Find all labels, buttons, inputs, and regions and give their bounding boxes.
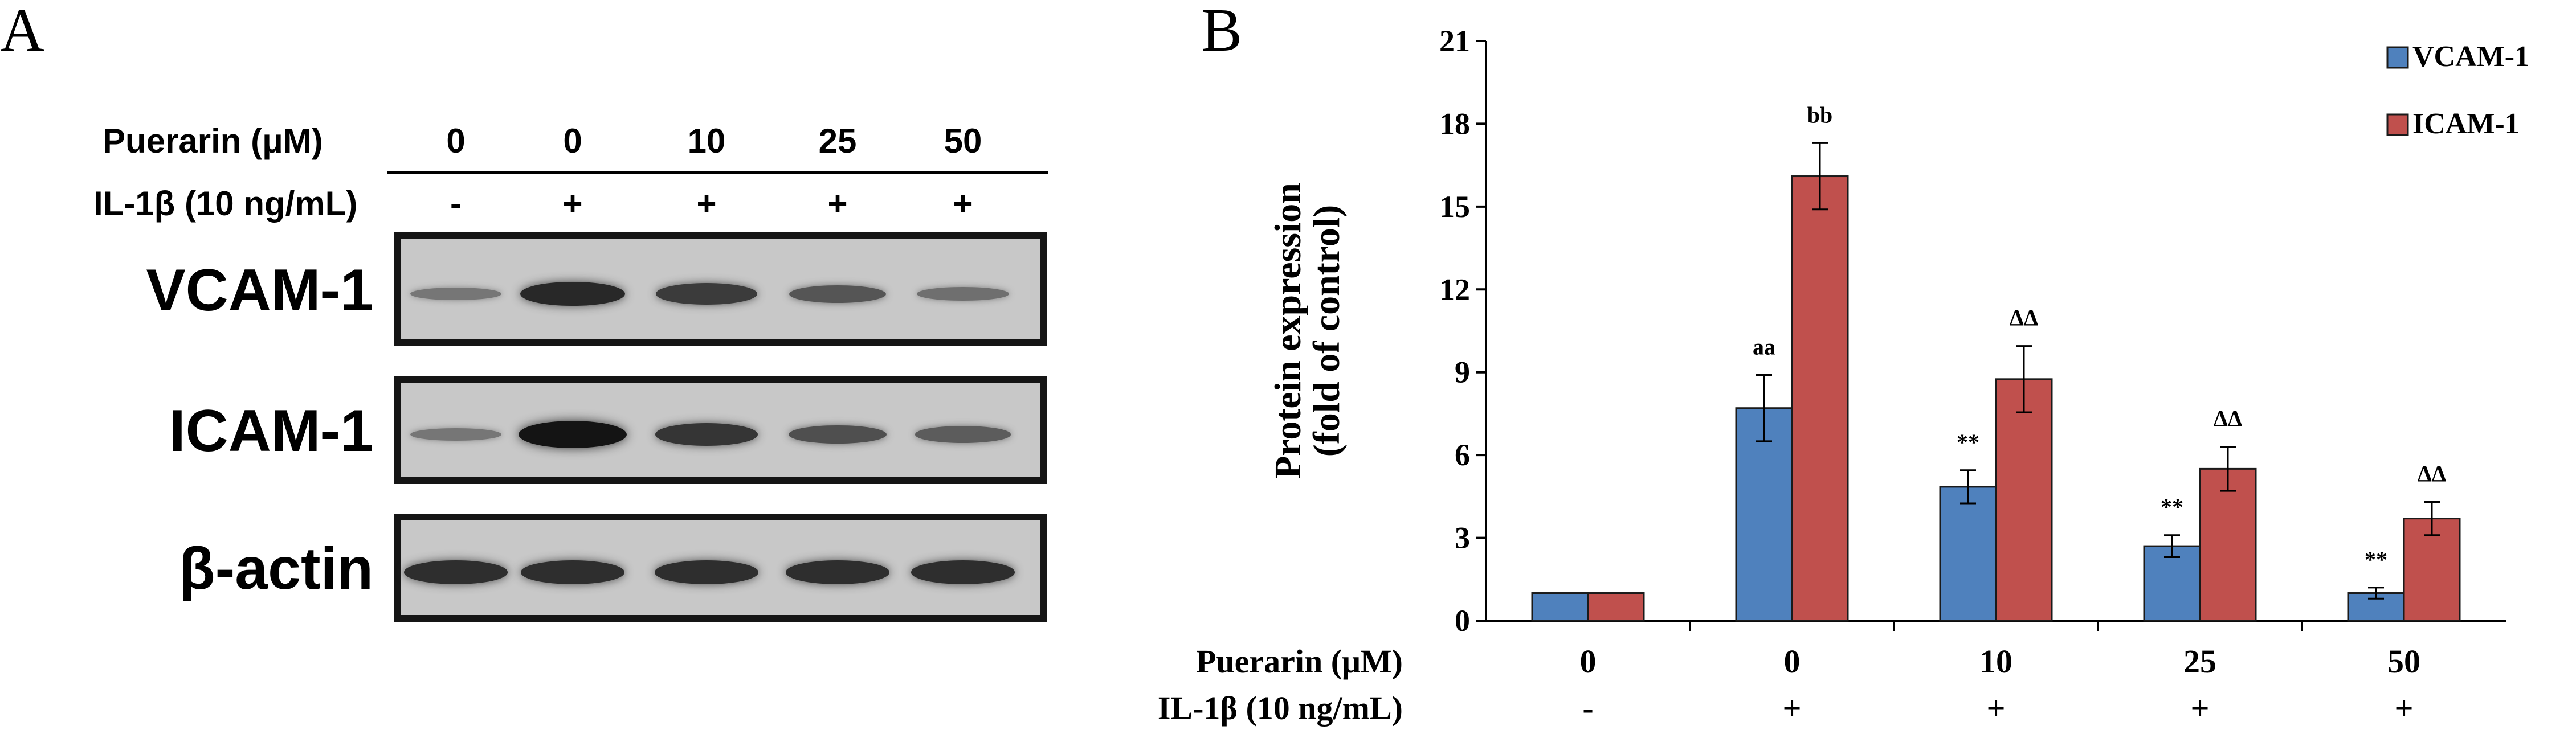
blot-band-2-lane-5 (915, 426, 1011, 443)
header-divider (387, 171, 1048, 174)
blot-box-3 (394, 514, 1047, 622)
blot-band-3-lane-4 (786, 560, 889, 584)
legend-swatch-icam-1 (2386, 113, 2409, 136)
significance-mark: aa (1753, 334, 1775, 360)
y-tick-label: 12 (1439, 272, 1470, 306)
legend-label-icam-1: ICAM-1 (2412, 108, 2520, 140)
x-puerarin-value: 50 (2387, 643, 2420, 680)
blot-band-3-lane-2 (521, 560, 624, 584)
il1b-value-lane-3: + (696, 184, 717, 223)
blot-band-1-lane-1 (410, 287, 501, 301)
bar-vcam-1-3 (1939, 486, 1997, 622)
y-tick-label: 0 (1455, 604, 1470, 638)
significance-mark: ** (1957, 429, 1979, 455)
x-il1b-value: + (1782, 690, 1801, 727)
blot-label-1: VCAM-1 (146, 257, 373, 323)
significance-mark: ΔΔ (2214, 406, 2242, 432)
blot-band-1-lane-5 (917, 286, 1009, 301)
legend-swatch-vcam-1 (2386, 46, 2409, 69)
blot-band-2-lane-3 (655, 423, 758, 446)
il1b-value-lane-5: + (953, 184, 973, 223)
y-tick-label: 15 (1439, 190, 1470, 224)
bar-icam-1-4 (2199, 467, 2257, 622)
blot-box-2 (394, 376, 1047, 484)
panel-b-letter: B (1201, 0, 1243, 64)
x-il1b-value: - (1582, 690, 1593, 727)
significance-mark: ΔΔ (2010, 305, 2038, 331)
legend-label-vcam-1: VCAM-1 (2412, 40, 2529, 73)
blot-band-2-lane-4 (789, 425, 887, 444)
panel-a-letter: A (0, 0, 44, 64)
significance-mark: ** (2365, 547, 2387, 572)
bar-icam-1-3 (1995, 378, 2053, 622)
blot-band-2-lane-2 (519, 421, 627, 448)
bar-vcam-1-1 (1531, 592, 1589, 622)
bar-icam-1-1 (1587, 592, 1645, 622)
y-tick-label: 18 (1439, 106, 1470, 141)
x-il1b-value: + (2190, 690, 2209, 727)
bar-vcam-1-2 (1735, 407, 1793, 622)
y-axis-label-line-1: Protein expression (1267, 183, 1309, 479)
blot-band-3-lane-3 (655, 560, 758, 584)
y-tick-label: 3 (1455, 521, 1470, 555)
blot-band-1-lane-2 (520, 281, 625, 306)
x-puerarin-value: 25 (2183, 643, 2216, 680)
blot-band-1-lane-3 (656, 283, 757, 305)
il1b-value-lane-1: - (450, 184, 462, 223)
y-axis-label-line-2: (fold of control) (1306, 205, 1348, 457)
puerarin-value-lane-2: 0 (563, 122, 582, 160)
blot-band-3-lane-1 (404, 560, 508, 584)
significance-mark: ΔΔ (2418, 461, 2446, 487)
y-tick-label: 6 (1455, 438, 1470, 472)
blot-band-3-lane-5 (911, 560, 1015, 584)
significance-mark: bb (1807, 102, 1833, 128)
il1b-header-label: IL-1β (10 ng/mL) (93, 184, 358, 223)
puerarin-value-lane-1: 0 (446, 122, 466, 160)
blot-label-3: β-actin (179, 536, 373, 602)
blot-band-1-lane-4 (789, 285, 886, 303)
bar-icam-1-2 (1791, 175, 1849, 622)
blot-box-1 (394, 232, 1047, 346)
puerarin-value-lane-4: 25 (818, 122, 857, 160)
x-il1b-label: IL-1β (10 ng/mL) (1158, 690, 1403, 727)
puerarin-value-lane-3: 10 (687, 122, 726, 160)
il1b-value-lane-4: + (827, 184, 848, 223)
x-puerarin-label: Puerarin (μM) (1196, 643, 1403, 680)
x-il1b-value: + (1986, 690, 2005, 727)
il1b-value-lane-2: + (562, 184, 583, 223)
y-tick-label: 21 (1439, 24, 1470, 58)
x-puerarin-value: 10 (1979, 643, 2012, 680)
x-puerarin-value: 0 (1784, 643, 1801, 680)
puerarin-header-label: Puerarin (μM) (103, 122, 323, 160)
y-tick-label: 9 (1455, 355, 1470, 389)
x-puerarin-value: 0 (1580, 643, 1597, 680)
blot-label-2: ICAM-1 (169, 398, 373, 464)
blot-band-2-lane-1 (410, 428, 501, 441)
x-il1b-value: + (2394, 690, 2413, 727)
puerarin-value-lane-5: 50 (944, 122, 982, 160)
significance-mark: ** (2161, 494, 2183, 520)
